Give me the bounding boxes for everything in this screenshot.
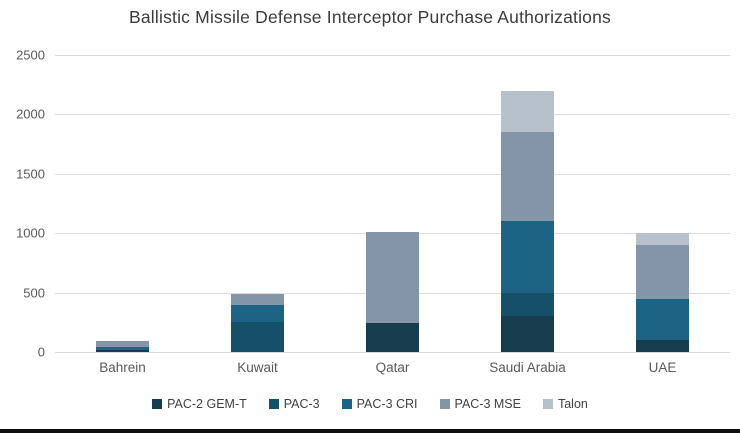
bar-segment-qatar-pac-3-mse[interactable] [366,231,419,323]
bar-segment-saudi-arabia-pac-3-mse[interactable] [501,132,554,222]
legend-item-pac-3[interactable]: PAC-3 [268,397,320,411]
gridline-y-2500 [55,55,730,56]
legend: PAC-2 GEM-T PAC-3 PAC-3 CRI PAC-3 MSE Talon [0,397,740,411]
y-tick-label-1000: 1000 [16,225,45,241]
y-tick-label-0: 0 [37,344,45,360]
legend-swatch-icon [341,399,352,409]
bar-segment-kuwait-pac-3-mse[interactable] [231,293,284,305]
legend-swatch-icon [152,399,163,409]
bar-segment-qatar-pac-2-gem-t[interactable] [366,322,419,352]
bar-segment-kuwait-pac-3[interactable] [231,322,284,352]
legend-label: PAC-3 [283,397,320,411]
bar-segment-saudi-arabia-talon[interactable] [501,90,554,133]
legend-label: Talon [557,397,588,411]
x-tick-label-uae: UAE [648,360,677,375]
chart-title: Ballistic Missile Defense Interceptor Pu… [129,7,611,27]
bar-bahrein[interactable] [96,340,149,352]
bar-segment-bahrein-pac-3-mse[interactable] [96,340,149,347]
bar-segment-uae-pac-3-mse[interactable] [636,245,689,299]
gridline-y-2000 [55,114,730,116]
bar-segment-uae-pac-2-gem-t[interactable] [636,340,689,352]
legend-label: PAC-3 CRI [356,397,418,411]
bar-qatar[interactable] [366,231,419,352]
x-tick-label-saudi-arabia: Saudi Arabia [489,360,566,375]
legend-item-pac-3-cri[interactable]: PAC-3 CRI [341,397,418,411]
plot-area [55,55,730,353]
bar-segment-uae-pac-3-cri[interactable] [636,298,689,341]
x-axis: Bahrein Kuwait Qatar Saudi Arabia UAE [55,360,730,380]
bar-segment-saudi-arabia-pac-3[interactable] [501,292,554,317]
bar-uae[interactable] [636,233,689,352]
legend-label: PAC-2 GEM-T [167,397,247,411]
bar-segment-uae-talon[interactable] [636,233,689,246]
gridline-y-1500 [55,173,730,175]
x-tick-label-kuwait: Kuwait [237,360,278,375]
bar-segment-kuwait-pac-3-cri[interactable] [231,304,284,323]
bar-saudi-arabia[interactable] [501,90,554,352]
x-tick-label-qatar: Qatar [375,360,410,375]
legend-swatch-icon [439,399,450,409]
legend-swatch-icon [542,399,553,409]
y-tick-label-500: 500 [23,285,45,301]
bottom-edge-strip [0,429,740,433]
legend-label: PAC-3 MSE [454,397,521,411]
legend-item-talon[interactable]: Talon [542,397,588,411]
bar-segment-bahrein-pac-3-cri[interactable] [96,346,149,350]
y-tick-label-2000: 2000 [16,106,45,122]
gridline-y-0 [55,352,730,353]
x-tick-label-bahrein: Bahrein [99,360,146,375]
legend-item-pac-3-mse[interactable]: PAC-3 MSE [439,397,521,411]
y-tick-label-2500: 2500 [16,47,45,63]
bar-segment-bahrein-pac-2-gem-t[interactable] [96,349,149,352]
bar-segment-saudi-arabia-pac-2-gem-t[interactable] [501,316,554,352]
legend-item-pac-2-gem-t[interactable]: PAC-2 GEM-T [152,397,247,411]
legend-swatch-icon [268,399,279,409]
bar-segment-saudi-arabia-pac-3-cri[interactable] [501,221,554,293]
y-axis: 0 500 1000 1500 2000 2500 [0,48,47,360]
y-tick-label-1500: 1500 [16,166,45,182]
bar-kuwait[interactable] [231,293,284,352]
